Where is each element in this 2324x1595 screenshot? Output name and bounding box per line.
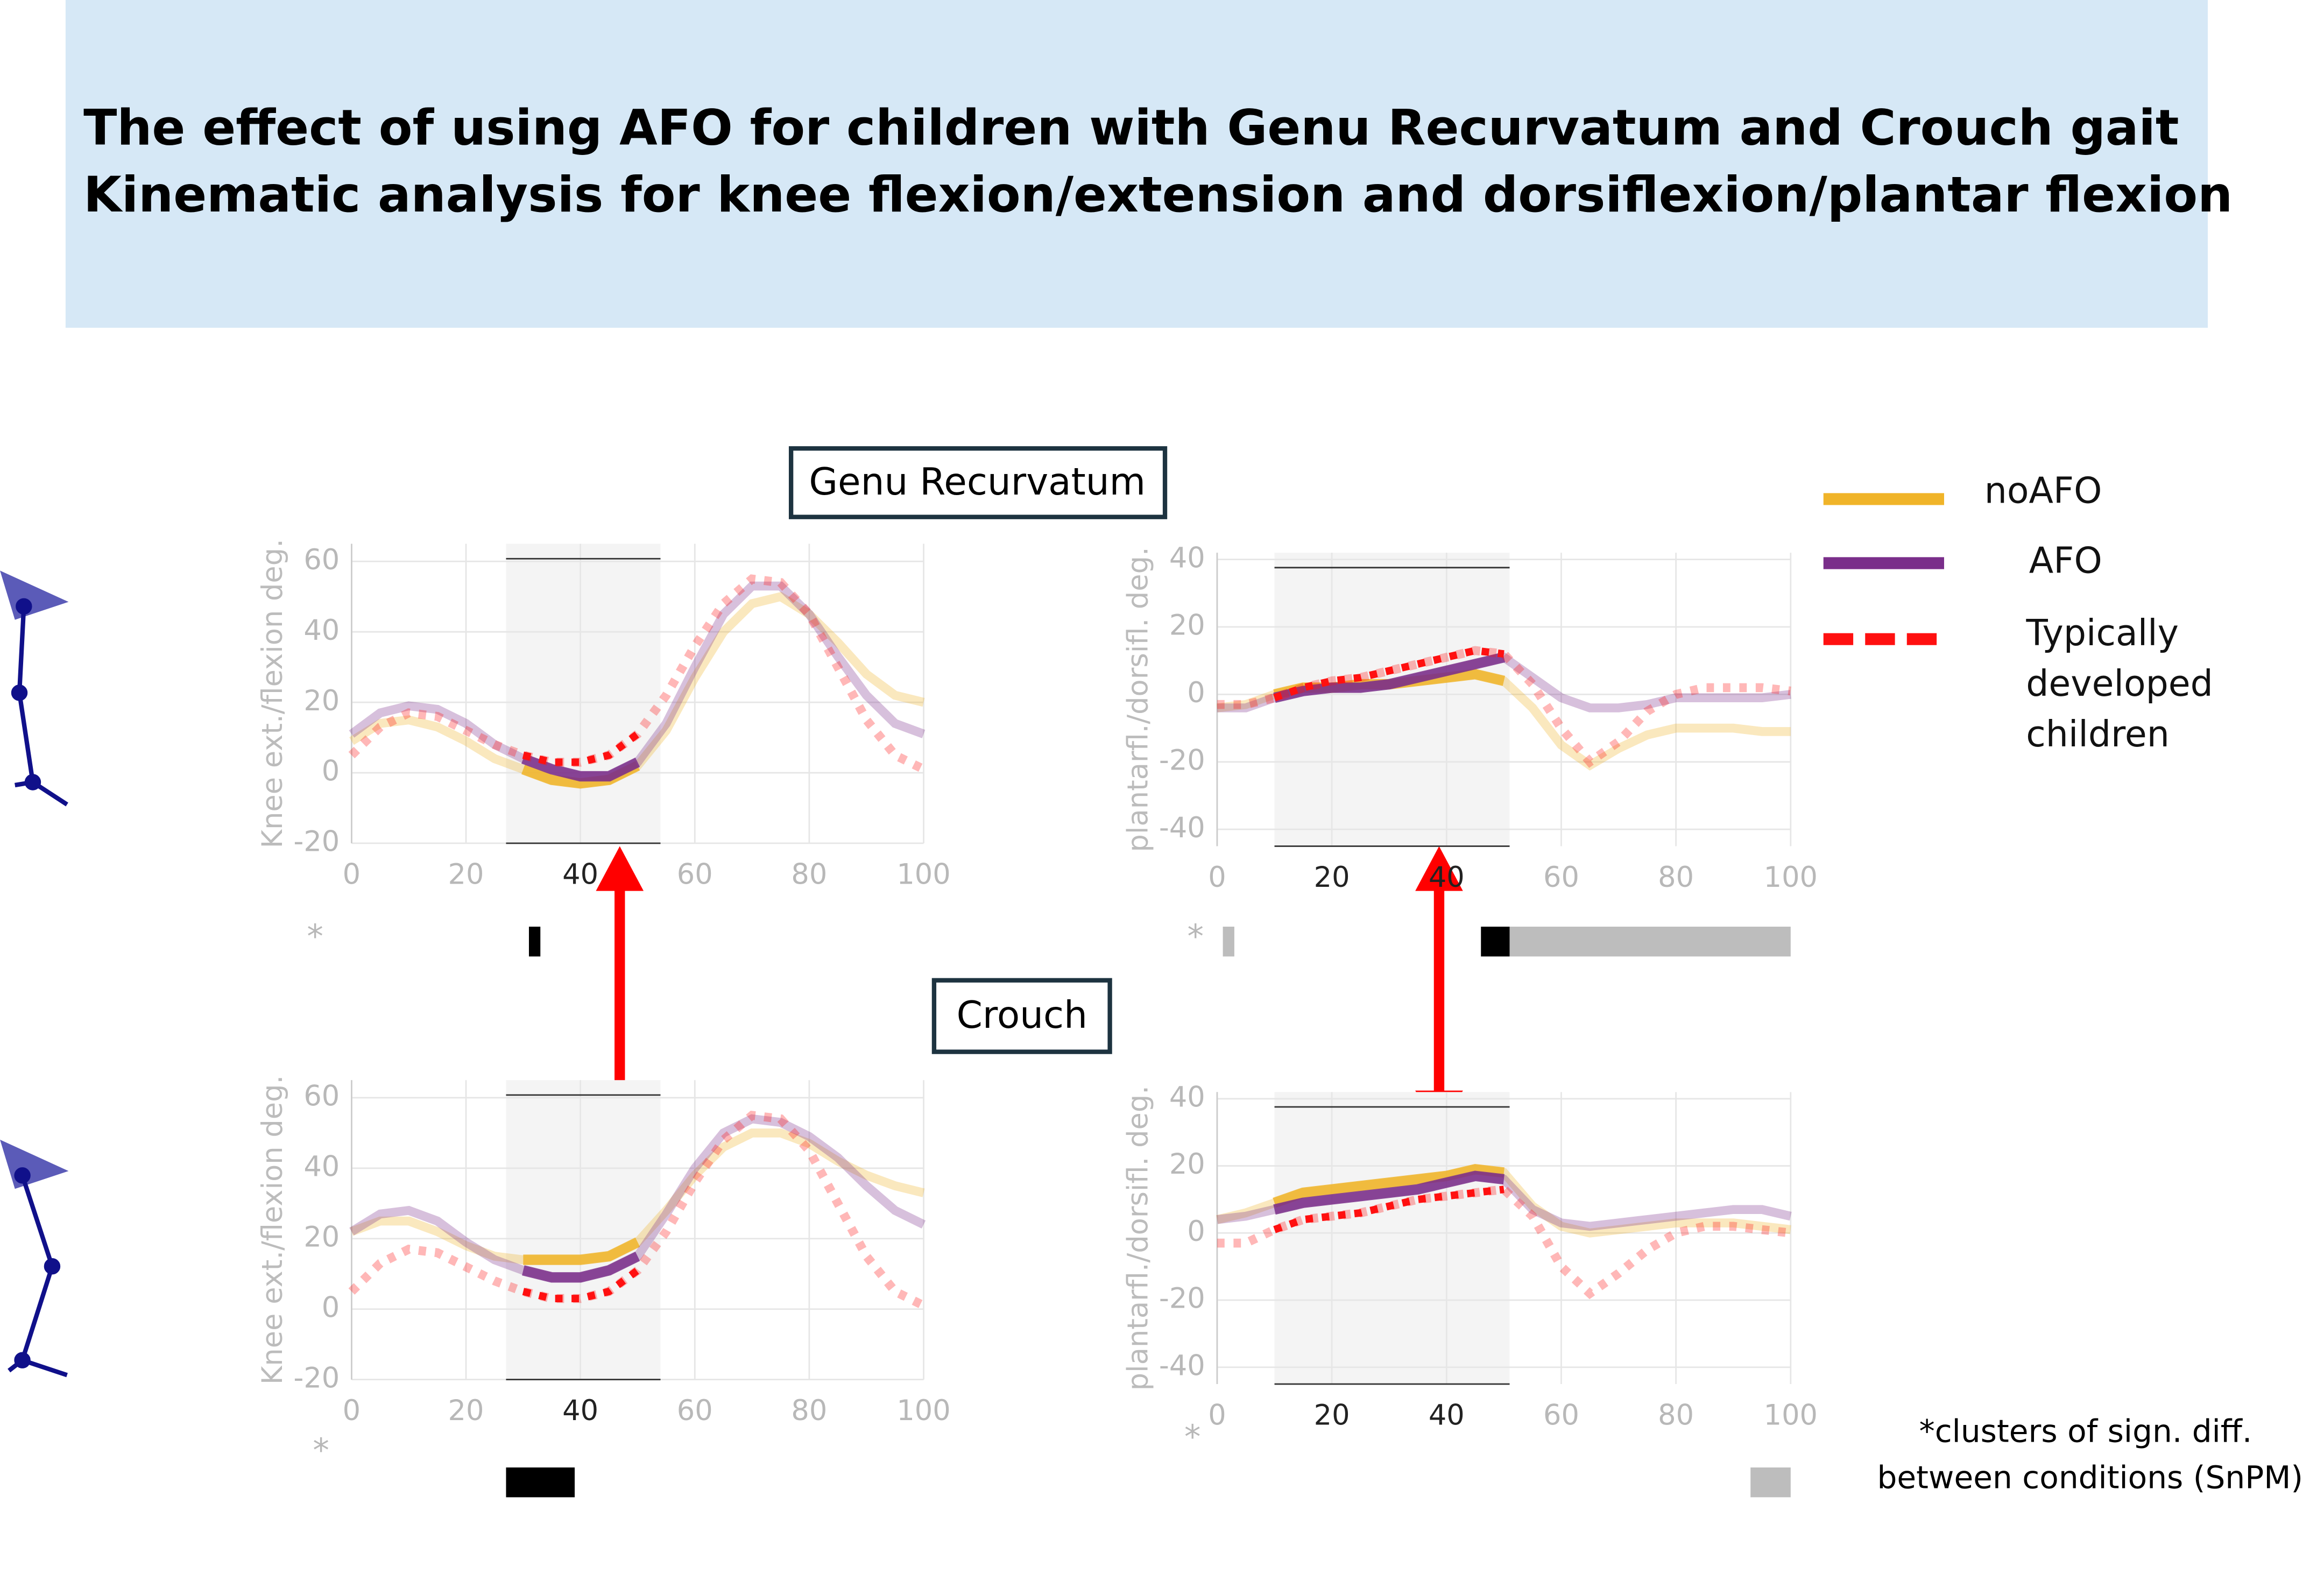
legend-label-box: Typically developed children: [2026, 612, 2213, 756]
y-tick-label: -20: [293, 1361, 340, 1394]
legend-label: noAFO: [1984, 469, 2102, 511]
y-tick-label: -20: [1159, 1282, 1205, 1315]
x-tick-label: 20: [1314, 1399, 1350, 1432]
title-line: Kinematic analysis for knee flexion/exte…: [83, 166, 2233, 223]
legend-label: AFO: [2029, 540, 2102, 582]
cluster-annotation: *: [1188, 918, 1204, 956]
x-tick-label: 40: [562, 858, 598, 891]
x-tick-label: 100: [896, 858, 950, 891]
significance-cluster: [1223, 927, 1234, 957]
cluster-annotation: *: [307, 918, 323, 956]
y-tick-label: 20: [1169, 1148, 1205, 1181]
footnote: *clusters of sign. diff.: [1919, 1413, 2252, 1449]
legend-label: Typically developed children: [2026, 612, 2213, 756]
x-tick-label: 60: [677, 1394, 713, 1427]
group-box: [931, 978, 1112, 1054]
x-tick-label: 0: [1208, 861, 1226, 894]
y-tick-label: 20: [303, 1220, 340, 1253]
title-line: The effect of using AFO for children wit…: [83, 99, 2179, 157]
series-line: [523, 1237, 640, 1265]
series-line-faded: [349, 1114, 926, 1282]
y-tick-label: 60: [303, 1080, 340, 1113]
highlight-window: [506, 544, 661, 843]
stick-figure: [0, 570, 69, 1378]
x-tick-label: 60: [677, 858, 713, 891]
series-line-faded: [350, 1128, 925, 1265]
cluster-annotation: *: [313, 1431, 329, 1470]
y-tick-label: 20: [303, 684, 340, 717]
series-line: [1273, 652, 1506, 703]
y-tick-label: -20: [1159, 744, 1205, 777]
series-line: [521, 753, 640, 782]
series-line: [1273, 1170, 1505, 1215]
series-line: [522, 1251, 640, 1283]
significance-cluster: [1750, 1467, 1791, 1498]
series-line-faded: [348, 574, 926, 773]
significance-cluster: [506, 1467, 575, 1498]
series-line-faded: [348, 1110, 926, 1310]
x-tick-label: 20: [448, 858, 484, 891]
x-tick-label: 100: [1764, 861, 1818, 894]
x-tick-label: 40: [562, 1394, 598, 1427]
y-tick-label: -40: [1159, 811, 1205, 844]
x-tick-label: 80: [1658, 1399, 1694, 1432]
x-tick-label: 20: [1314, 861, 1350, 894]
y-tick-label: -20: [293, 825, 340, 858]
y-axis-label: plantarfl./dorsifl. deg.: [1122, 1085, 1155, 1391]
x-tick-label: 60: [1543, 1399, 1579, 1432]
x-tick-label: 100: [1764, 1399, 1818, 1432]
y-tick-label: 40: [303, 614, 340, 647]
y-tick-label: -40: [1159, 1349, 1205, 1382]
significance-cluster: [1481, 927, 1510, 957]
y-tick-label: 40: [1169, 541, 1205, 574]
series-line-faded: [1217, 646, 1791, 768]
x-tick-label: 20: [448, 1394, 484, 1427]
x-tick-label: 0: [343, 858, 361, 891]
significance-cluster: [1509, 927, 1791, 957]
y-axis-label: Knee ext./flexion deg.: [256, 1075, 289, 1385]
series-line: [1273, 1163, 1505, 1208]
x-tick-label: 80: [791, 858, 827, 891]
group-label: Genu Recurvatum: [809, 461, 1146, 504]
highlight-window: [1274, 553, 1510, 846]
footnote: between conditions (SnPM): [1877, 1459, 2303, 1495]
x-tick-label: 100: [896, 1394, 950, 1427]
y-axis-label: Knee ext./flexion deg.: [256, 539, 289, 848]
x-tick-label: 0: [1208, 1399, 1226, 1432]
group-box: [788, 446, 1168, 519]
y-tick-label: 0: [322, 1291, 340, 1324]
x-tick-label: 80: [791, 1394, 827, 1427]
y-tick-label: 60: [303, 544, 340, 576]
highlight-window: [1274, 1092, 1510, 1384]
x-tick-label: 40: [1429, 861, 1465, 894]
y-axis-label: plantarfl./dorsifl. deg.: [1122, 547, 1155, 852]
x-tick-label: 40: [1429, 1399, 1465, 1432]
series-line: [1273, 1185, 1504, 1233]
x-tick-label: 80: [1658, 861, 1694, 894]
series-line: [1273, 646, 1504, 702]
x-tick-label: 60: [1543, 861, 1579, 894]
y-tick-label: 40: [303, 1151, 340, 1183]
group-label: Crouch: [957, 994, 1087, 1037]
header-band: [65, 0, 2208, 328]
significance-cluster: [528, 927, 541, 957]
series-line: [522, 731, 640, 766]
y-tick-label: 0: [1187, 676, 1205, 709]
x-tick-label: 0: [343, 1394, 361, 1427]
y-tick-label: 0: [1187, 1215, 1205, 1248]
highlight-window: [506, 1080, 661, 1380]
y-tick-label: 20: [1169, 609, 1205, 642]
series-line: [522, 1267, 640, 1303]
y-tick-label: 0: [322, 755, 340, 788]
cluster-annotation: *: [1184, 1418, 1200, 1456]
y-tick-label: 40: [1169, 1081, 1205, 1113]
